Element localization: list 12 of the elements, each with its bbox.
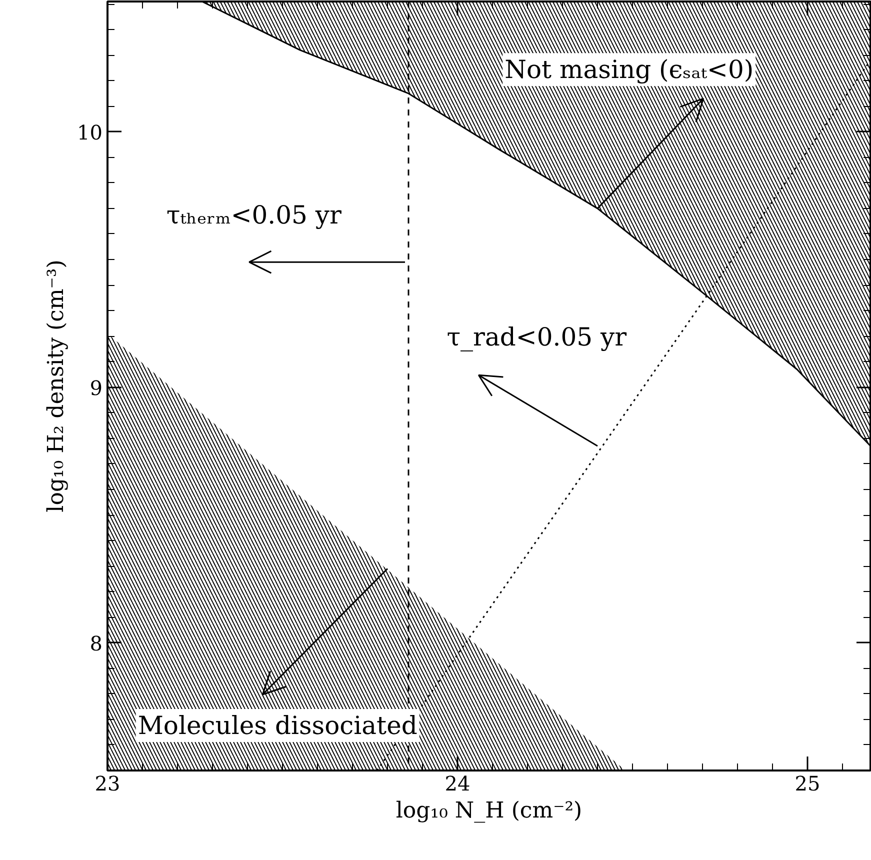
x-tick-label: 24: [444, 772, 470, 796]
y-tick-label: 9: [90, 376, 103, 400]
y-tick-label: 8: [90, 631, 103, 656]
x-axis-title: log₁₀ N_H (cm⁻²): [396, 798, 582, 824]
annotation: τ_rad<0.05 yr: [446, 322, 627, 352]
annotation: τₜₕₑᵣₘ<0.05 yr: [166, 200, 342, 230]
x-tick-label: 23: [94, 772, 120, 796]
annotation: Not masing (ϵₛₐₜ<0): [504, 55, 754, 84]
y-axis-title: log₁₀ H₂ density (cm⁻³): [44, 260, 70, 512]
x-tick-label: 25: [794, 772, 820, 796]
y-tick-label: 10: [77, 120, 103, 144]
annotation: Molecules dissociated: [138, 710, 418, 740]
